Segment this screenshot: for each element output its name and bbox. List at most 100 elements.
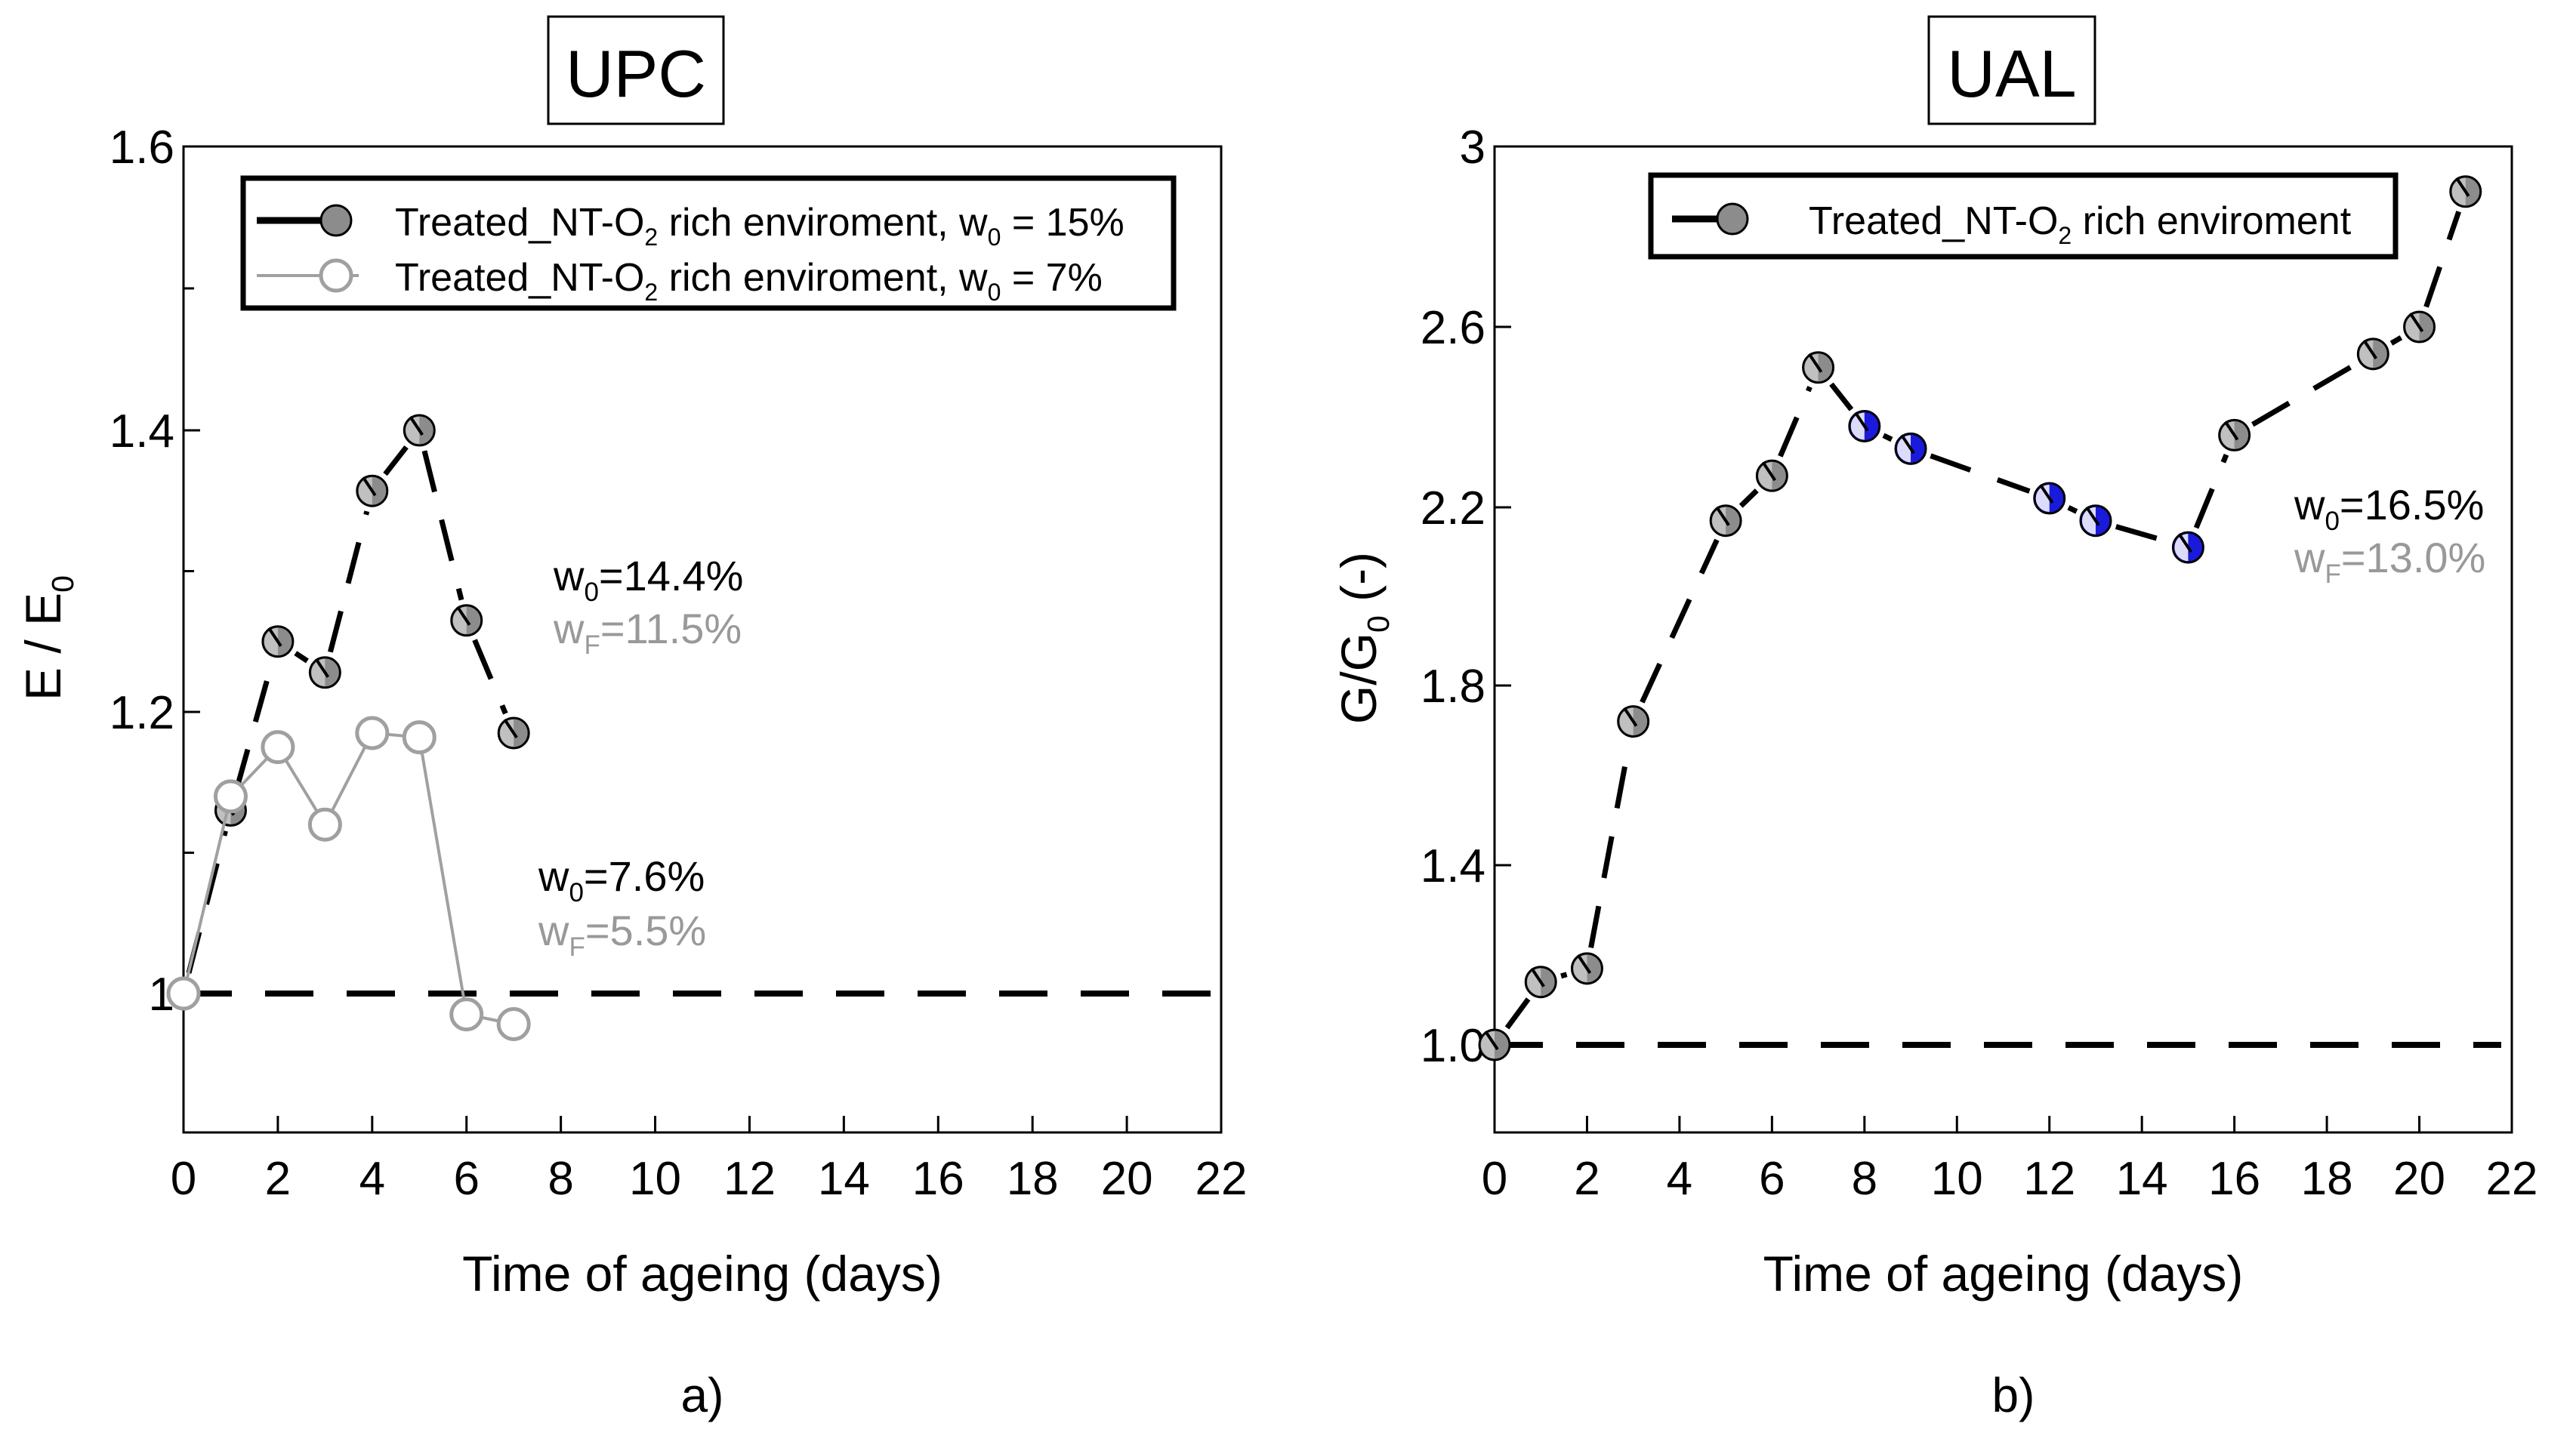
- data-point-stroke: [1900, 434, 1915, 454]
- x-tick-label: 22: [1195, 1153, 1248, 1205]
- x-axis-label: Time of ageing (days): [462, 1246, 942, 1302]
- x-tick-label: 14: [818, 1153, 870, 1205]
- x-tick-label: 10: [1931, 1153, 1983, 1205]
- data-point-stroke: [1576, 954, 1592, 974]
- panel-label: a): [681, 1368, 724, 1422]
- legend-entry-text: = 7%: [1001, 256, 1102, 300]
- chart-title: UAL: [1947, 36, 2076, 111]
- annotation-text: =16.5%: [2340, 481, 2485, 528]
- data-point-stroke: [314, 658, 330, 678]
- annotation-subscript: 0: [569, 878, 583, 907]
- x-tick-label: 20: [2393, 1153, 2445, 1205]
- y-tick-label: 1.2: [110, 687, 174, 739]
- x-tick-label: 20: [1101, 1153, 1153, 1205]
- x-tick-label: 18: [2301, 1153, 2353, 1205]
- legend-box: [240, 175, 1177, 311]
- data-point-open: [261, 730, 295, 765]
- series-segment: [2389, 335, 2403, 346]
- series-segment: [2115, 524, 2169, 544]
- x-tick-label: 2: [265, 1153, 291, 1205]
- legend-entry: Treated_NT-O2 rich enviroment, w0 = 15%: [395, 201, 1124, 251]
- data-point-open: [449, 997, 484, 1032]
- x-tick-label: 8: [1852, 1153, 1877, 1205]
- legend-entry-subscript: 2: [2058, 222, 2072, 249]
- series-segment: [2251, 362, 2356, 427]
- data-point-open: [496, 1006, 531, 1041]
- annotation-subscript: F: [569, 932, 585, 962]
- series-0: [1478, 175, 2482, 1061]
- data-point-open: [402, 720, 437, 755]
- data-point-stroke: [1854, 411, 1869, 432]
- y-axis-label-subscript: 0: [1361, 615, 1396, 633]
- annotation: wF=11.5%: [553, 605, 742, 660]
- series-segment: [328, 510, 370, 653]
- annotation-subscript: 0: [584, 578, 598, 607]
- series-segment: [1504, 997, 1531, 1030]
- x-tick-label: 6: [453, 1153, 479, 1205]
- title-box: [1927, 15, 2096, 125]
- series-segment: [421, 450, 464, 601]
- legend-entry-text: rich enviroment, w: [658, 256, 988, 300]
- y-tick-label: 1.4: [110, 405, 174, 458]
- annotation: wF=13.0%: [2294, 534, 2485, 589]
- x-tick-label: 18: [1007, 1153, 1059, 1205]
- data-point-stroke: [1761, 461, 1777, 482]
- y-axis-label-subscript: 0: [45, 575, 80, 593]
- y-axis-label: E / E0: [15, 575, 80, 701]
- series-segment: [294, 651, 309, 664]
- data-point-stroke: [1530, 967, 1545, 987]
- annotation-text: =11.5%: [600, 605, 742, 652]
- data-point-open: [166, 976, 201, 1011]
- series-segment: [2067, 505, 2078, 514]
- data-point-stroke: [456, 605, 471, 626]
- annotation-text: w: [2294, 534, 2325, 581]
- annotation-text: =5.5%: [585, 907, 706, 954]
- legend-entry-text: Treated_NT-O: [395, 256, 644, 300]
- annotation-text: w: [2294, 481, 2325, 528]
- data-point-stroke: [409, 415, 424, 436]
- x-tick-label: 6: [1759, 1153, 1785, 1205]
- y-tick-label: 1.4: [1421, 840, 1485, 892]
- legend-marker: [1716, 202, 1749, 236]
- data-point-stroke: [1623, 707, 1638, 727]
- data-point-stroke: [1807, 353, 1823, 373]
- data-point-stroke: [1484, 1030, 1499, 1051]
- y-tick-label: 3: [1460, 122, 1485, 174]
- x-tick-label: 10: [629, 1153, 681, 1205]
- series-segment: [1930, 453, 2031, 494]
- data-point-stroke: [267, 627, 282, 647]
- x-tick-label: 16: [2208, 1153, 2260, 1205]
- data-point-stroke: [2085, 506, 2100, 526]
- legend-marker: [319, 204, 353, 237]
- series-segment: [472, 639, 508, 715]
- y-axis-label: G/G0 (-): [1331, 552, 1396, 724]
- annotation-text: w: [538, 907, 569, 954]
- series-segment: [2423, 211, 2462, 308]
- legend-entry-text: Treated_NT-O: [1809, 199, 2058, 243]
- panel-label: b): [1992, 1368, 2035, 1422]
- legend-entry-text: rich enviroment: [2072, 199, 2351, 243]
- legend-entry: Treated_NT-O2 rich enviroment, w0 = 7%: [395, 256, 1103, 306]
- legend-box: [1648, 172, 2399, 260]
- series-segment: [1778, 386, 1812, 458]
- data-point-open: [307, 807, 342, 842]
- y-tick-label: 1.6: [110, 122, 174, 174]
- legend-marker-open: [319, 258, 353, 293]
- series-segment: [233, 661, 275, 791]
- data-point-stroke: [503, 718, 518, 739]
- data-point-stroke: [362, 476, 377, 497]
- annotation: w0=14.4%: [553, 552, 743, 607]
- series-segment: [1560, 972, 1568, 979]
- annotation-text: =14.4%: [599, 552, 744, 599]
- annotation: w0=16.5%: [2294, 481, 2484, 536]
- y-axis-label-text: G/G: [1331, 633, 1387, 724]
- legend-entry-subscript: 2: [644, 223, 658, 251]
- annotation-text: w: [553, 605, 585, 652]
- legend-entry-text: Treated_NT-O: [395, 201, 644, 245]
- legend-entry-text: = 15%: [1001, 201, 1124, 245]
- x-tick-label: 22: [2486, 1153, 2538, 1205]
- plot-frame: [182, 145, 1223, 1134]
- y-tick-label: 1.0: [1421, 1020, 1485, 1072]
